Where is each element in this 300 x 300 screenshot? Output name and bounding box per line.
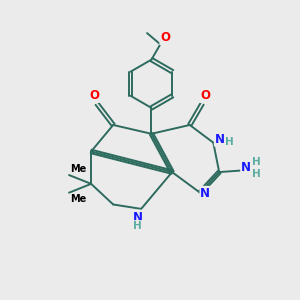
Text: N: N	[133, 211, 142, 224]
Text: H: H	[252, 169, 260, 179]
Text: H: H	[225, 137, 234, 147]
Text: N: N	[241, 160, 251, 174]
Text: Me: Me	[70, 194, 86, 204]
Text: O: O	[200, 89, 210, 102]
Text: N: N	[200, 187, 210, 200]
Text: H: H	[133, 221, 142, 231]
Text: O: O	[89, 89, 99, 102]
Text: N: N	[215, 133, 225, 146]
Text: Me: Me	[70, 164, 86, 173]
Text: H: H	[252, 158, 260, 167]
Text: O: O	[160, 31, 170, 44]
